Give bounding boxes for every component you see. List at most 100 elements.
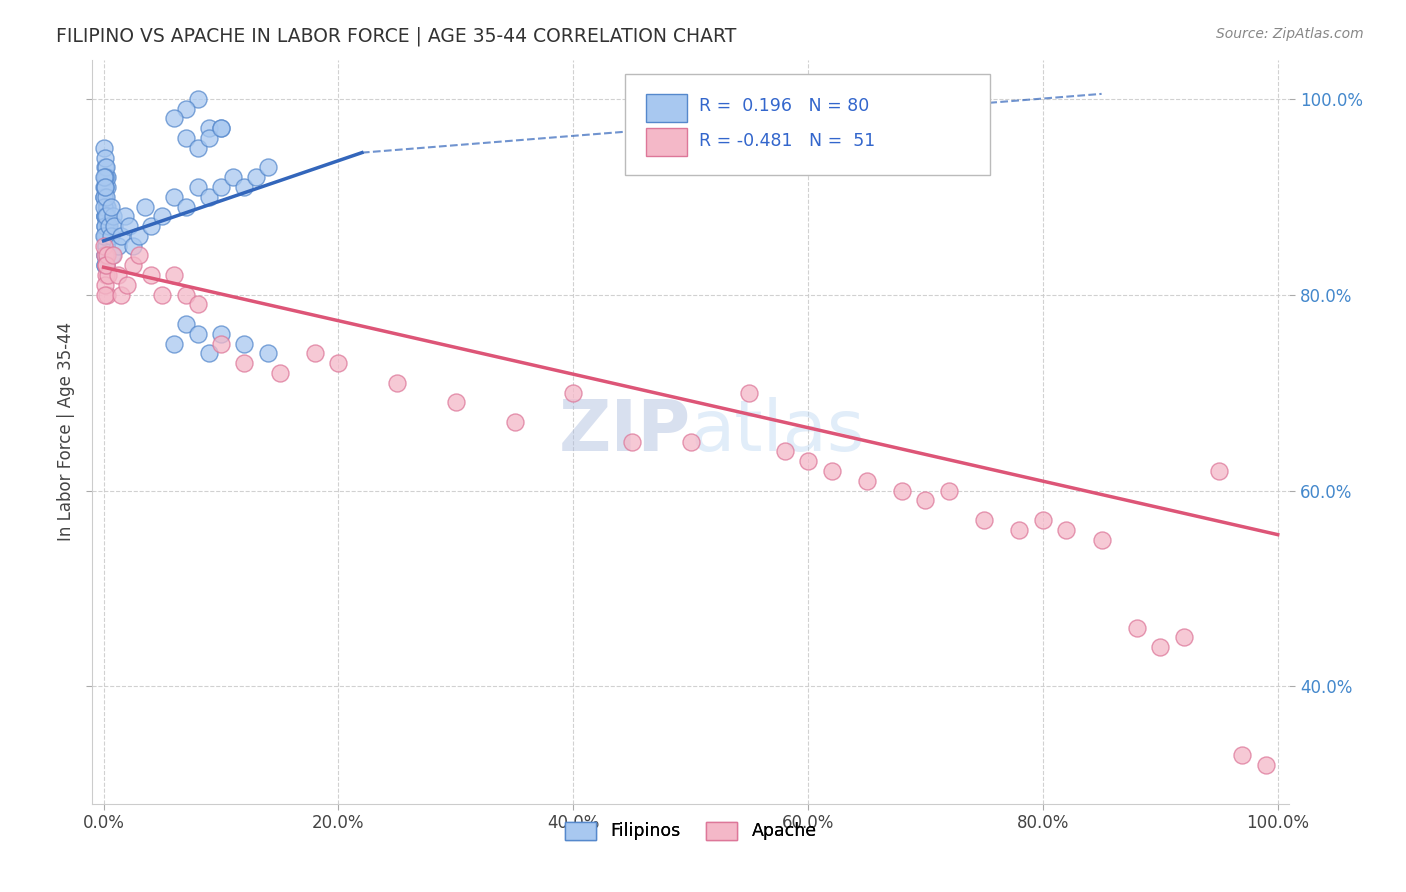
Point	[96, 180, 118, 194]
Point	[94, 238, 117, 252]
Point	[163, 268, 186, 282]
Point	[1126, 621, 1149, 635]
Text: FILIPINO VS APACHE IN LABOR FORCE | AGE 35-44 CORRELATION CHART: FILIPINO VS APACHE IN LABOR FORCE | AGE …	[56, 27, 737, 46]
Point	[163, 112, 186, 126]
Point	[96, 219, 118, 233]
Point	[385, 376, 408, 390]
Point	[94, 238, 117, 252]
Point	[94, 180, 117, 194]
Point	[198, 190, 221, 204]
Point	[96, 200, 118, 214]
Point	[122, 238, 145, 252]
Point	[820, 464, 842, 478]
Point	[1032, 513, 1054, 527]
Point	[186, 297, 208, 311]
Point	[94, 287, 117, 301]
Point	[94, 190, 117, 204]
Point	[209, 326, 232, 341]
Text: R =  0.196   N = 80: R = 0.196 N = 80	[699, 97, 869, 115]
Point	[1149, 640, 1171, 655]
Point	[93, 190, 115, 204]
Point	[115, 277, 138, 292]
Point	[94, 210, 117, 224]
Point	[118, 219, 141, 233]
Point	[93, 200, 115, 214]
Point	[973, 513, 995, 527]
Point	[107, 268, 129, 282]
Text: ZIP: ZIP	[558, 397, 690, 467]
Point	[257, 161, 280, 175]
Point	[94, 151, 117, 165]
Point	[257, 346, 280, 360]
Point	[114, 210, 136, 224]
Point	[174, 102, 197, 116]
Point	[128, 228, 150, 243]
FancyBboxPatch shape	[624, 75, 990, 175]
Point	[797, 454, 820, 468]
Point	[186, 92, 208, 106]
Point	[94, 258, 117, 272]
Point	[94, 248, 117, 262]
Point	[93, 238, 115, 252]
Point	[304, 346, 326, 360]
Point	[209, 336, 232, 351]
Point	[245, 170, 267, 185]
Point	[209, 180, 232, 194]
Point	[198, 121, 221, 136]
Point	[186, 180, 208, 194]
Point	[94, 161, 117, 175]
Point	[150, 210, 173, 224]
Point	[174, 200, 197, 214]
FancyBboxPatch shape	[647, 94, 688, 122]
Point	[94, 258, 117, 272]
Point	[562, 385, 585, 400]
Point	[94, 210, 117, 224]
Point	[103, 219, 125, 233]
Point	[94, 258, 117, 272]
Point	[94, 258, 117, 272]
Point	[96, 287, 118, 301]
Point	[773, 444, 796, 458]
Point	[1232, 747, 1254, 762]
Point	[94, 228, 117, 243]
Point	[209, 121, 232, 136]
Point	[94, 210, 117, 224]
Point	[94, 258, 117, 272]
Point	[1208, 464, 1230, 478]
Point	[198, 131, 221, 145]
Point	[222, 170, 245, 185]
Point	[110, 228, 132, 243]
Point	[233, 356, 256, 370]
Point	[94, 180, 117, 194]
Point	[94, 248, 117, 262]
Point	[163, 336, 186, 351]
Point	[139, 219, 162, 233]
Point	[94, 170, 117, 185]
Point	[98, 219, 121, 233]
Text: atlas: atlas	[690, 397, 865, 467]
Point	[198, 346, 221, 360]
Point	[94, 200, 117, 214]
Point	[738, 385, 761, 400]
Point	[938, 483, 960, 498]
Point	[94, 228, 117, 243]
Point	[101, 248, 124, 262]
Point	[97, 268, 120, 282]
Point	[94, 219, 117, 233]
Point	[1254, 757, 1277, 772]
Point	[914, 493, 936, 508]
Point	[891, 483, 914, 498]
Point	[97, 219, 120, 233]
Y-axis label: In Labor Force | Age 35-44: In Labor Force | Age 35-44	[58, 322, 75, 541]
Text: R = -0.481   N =  51: R = -0.481 N = 51	[699, 132, 876, 150]
Point	[1008, 523, 1031, 537]
Point	[174, 131, 197, 145]
Point	[101, 210, 124, 224]
Point	[94, 268, 117, 282]
Point	[93, 228, 115, 243]
Point	[1054, 523, 1077, 537]
Point	[174, 287, 197, 301]
Text: Source: ZipAtlas.com: Source: ZipAtlas.com	[1216, 27, 1364, 41]
Legend: Filipinos, Apache: Filipinos, Apache	[558, 814, 824, 847]
Point	[122, 258, 145, 272]
